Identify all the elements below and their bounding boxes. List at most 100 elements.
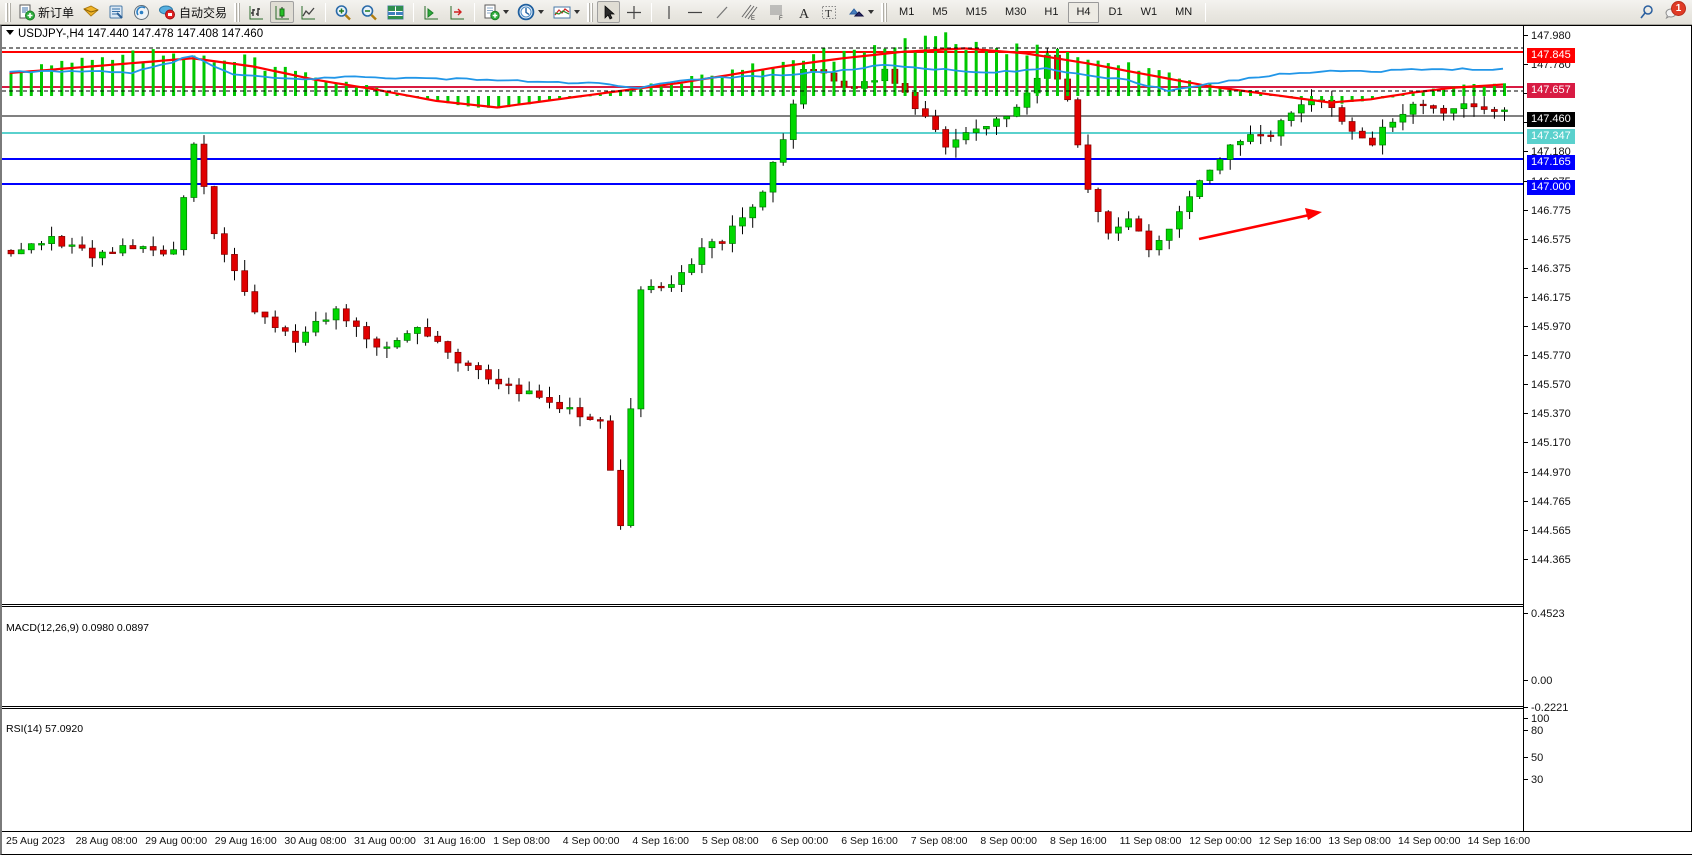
timeframe-h4[interactable]: H4 xyxy=(1068,1,1099,23)
indicators-dropdown-arrow[interactable] xyxy=(574,10,581,14)
vertical-line-button[interactable] xyxy=(657,1,680,23)
shapes-icon xyxy=(848,7,865,16)
notifications-button[interactable]: 1 xyxy=(1660,1,1686,22)
text-label-icon: A xyxy=(799,7,810,21)
crosshair-icon xyxy=(627,5,642,19)
text-box-button[interactable]: T xyxy=(817,1,841,23)
macd-pane-divider-top2 xyxy=(2,606,1526,607)
toolbar-grip-3[interactable] xyxy=(587,2,594,22)
price-tick: 144.765 xyxy=(1524,496,1571,508)
timeframe-m5[interactable]: M5 xyxy=(932,6,948,18)
time-tick: 28 Aug 08:00 xyxy=(75,835,138,847)
price-level-pill-support[interactable]: 147.165 xyxy=(1527,155,1575,170)
price-tick: 145.170 xyxy=(1524,438,1571,449)
chart-shift-button[interactable] xyxy=(419,1,443,23)
time-tick: 12 Sep 00:00 xyxy=(1189,835,1252,847)
price-level-pill-resistance[interactable]: 147.845 xyxy=(1527,48,1575,63)
price-tick: 146.775 xyxy=(1524,205,1571,217)
toolbar-separator-2 xyxy=(413,2,415,22)
macd-tick: 0.00 xyxy=(1524,676,1552,687)
price-level-pill-last-price[interactable]: 147.460 xyxy=(1527,112,1575,127)
time-tick: 29 Aug 00:00 xyxy=(145,835,208,847)
terminal-icon xyxy=(109,5,123,19)
horizontal-line-icon xyxy=(688,11,703,13)
search-button[interactable] xyxy=(1635,1,1659,23)
time-tick: 14 Sep 16:00 xyxy=(1467,835,1531,847)
trendline-icon xyxy=(716,6,728,18)
rsi-pane-divider-top2 xyxy=(2,708,1526,709)
zoom-out-button[interactable] xyxy=(357,1,381,23)
rsi-tick: 30 xyxy=(1524,775,1543,786)
candlestick-chart-button[interactable] xyxy=(270,1,295,23)
toolbar-grip[interactable] xyxy=(5,2,11,22)
zoom-out-icon xyxy=(361,4,377,20)
autotrading-label: 自动交易 xyxy=(179,5,228,20)
line-chart-icon xyxy=(301,5,316,19)
period-dropdown-arrow[interactable] xyxy=(538,10,545,14)
timeframe-m15[interactable]: M15 xyxy=(965,6,987,18)
shapes-button[interactable] xyxy=(843,1,877,23)
fibonacci-button[interactable]: F xyxy=(764,1,790,23)
period-button[interactable] xyxy=(514,1,547,23)
price-tick: 146.375 xyxy=(1524,263,1571,275)
trendline-button[interactable] xyxy=(710,1,734,23)
time-tick: 8 Sep 16:00 xyxy=(1050,835,1107,847)
toolbar-grip-2[interactable] xyxy=(234,2,241,22)
price-level-pill-support[interactable]: 147.000 xyxy=(1527,180,1575,195)
price-level-pill-resistance[interactable]: 147.657 xyxy=(1527,83,1575,98)
profile-icon xyxy=(83,5,99,17)
price-axis[interactable]: 147.980147.780147.580147.380147.180146.9… xyxy=(1523,26,1691,831)
time-tick: 6 Sep 00:00 xyxy=(771,835,829,847)
time-axis[interactable]: 25 Aug 2023 28 Aug 08:00 29 Aug 00:00 29 Au… xyxy=(2,831,1692,854)
timeframe-w1[interactable]: W1 xyxy=(1140,6,1158,18)
auto-scroll-icon xyxy=(450,5,465,19)
signals-button[interactable] xyxy=(130,1,153,23)
autotrading-button[interactable]: 自动交易 xyxy=(155,1,230,23)
profile-button[interactable] xyxy=(79,1,103,23)
new-order-button[interactable]: 新订单 xyxy=(15,1,77,23)
equidistant-channel-icon: E xyxy=(741,4,758,21)
chart-menu-caret-icon[interactable] xyxy=(6,30,14,35)
text-box-icon: T xyxy=(822,5,837,20)
timeframe-h1[interactable]: H1 xyxy=(1044,6,1059,18)
bar-chart-icon xyxy=(249,5,264,19)
indicators-icon xyxy=(553,6,571,18)
macd-pane-divider-top xyxy=(2,604,1526,605)
auto-scroll-button[interactable] xyxy=(445,1,469,23)
time-tick: 4 Sep 16:00 xyxy=(632,835,690,847)
rsi-label: RSI(14) 57.0920 xyxy=(6,723,84,735)
timeframe-m1[interactable]: M1 xyxy=(899,6,915,18)
price-level-pill-mid[interactable]: 147.347 xyxy=(1527,129,1575,144)
candlestick-chart-icon xyxy=(275,5,290,19)
data-window-icon xyxy=(387,5,404,19)
horizontal-line-button[interactable] xyxy=(682,1,708,23)
chart-symbol-ohlc-text: USDJPY-,H4 147.440 147.478 147.408 147.4… xyxy=(18,28,264,40)
indicators-button[interactable] xyxy=(549,1,583,23)
templates-dropdown-arrow[interactable] xyxy=(503,10,510,14)
templates-button[interactable] xyxy=(480,1,512,23)
zoom-in-button[interactable] xyxy=(331,1,355,23)
bar-chart-button[interactable] xyxy=(244,1,268,23)
line-chart-button[interactable] xyxy=(296,1,320,23)
shapes-dropdown-arrow[interactable] xyxy=(868,10,875,14)
time-tick: 29 Aug 16:00 xyxy=(214,835,277,847)
rsi-tick: 50 xyxy=(1524,753,1543,764)
crosshair-button[interactable] xyxy=(622,1,646,23)
equidistant-channel-button[interactable]: E xyxy=(736,1,762,23)
price-tick: 145.770 xyxy=(1524,351,1571,362)
search-icon xyxy=(1640,4,1653,18)
toolbar-grip-4[interactable] xyxy=(881,2,888,22)
timeframe-m30[interactable]: M30 xyxy=(1005,6,1027,18)
cursor-button[interactable] xyxy=(597,1,621,23)
text-label-button[interactable]: A xyxy=(792,1,815,23)
chart-window[interactable]: USDJPY-,H4 147.440 147.478 147.408 147.4… xyxy=(0,25,1692,855)
timeframe-mn[interactable]: MN xyxy=(1175,6,1193,18)
data-window-button[interactable] xyxy=(383,1,408,23)
rsi-plot-area[interactable] xyxy=(2,26,1526,149)
price-tick: 147.980 xyxy=(1524,31,1571,42)
trend-arrow-annotation xyxy=(1198,208,1322,241)
terminal-button[interactable] xyxy=(105,1,128,23)
timeframe-d1[interactable]: D1 xyxy=(1108,6,1123,18)
time-tick: 8 Sep 00:00 xyxy=(980,835,1038,847)
macd-tick: 0.4523 xyxy=(1524,609,1565,620)
